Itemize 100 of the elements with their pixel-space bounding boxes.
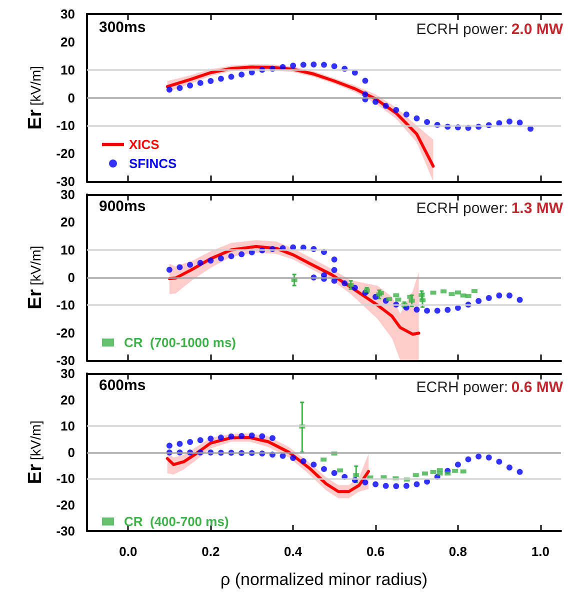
point (197, 260, 204, 266)
point (321, 466, 327, 472)
x-axis-title: ρ (normalized minor radius) (220, 570, 428, 589)
point (434, 308, 440, 314)
x-tick-label: 0.4 (284, 544, 303, 559)
point (290, 455, 296, 462)
point (444, 306, 451, 313)
annotation: 1.3 MW (511, 200, 564, 217)
point (393, 483, 400, 490)
point (372, 98, 379, 105)
point (176, 440, 183, 447)
point (228, 434, 234, 440)
point (372, 481, 379, 488)
point (300, 62, 306, 68)
point (176, 84, 183, 91)
y-tick-label: 20 (60, 392, 75, 408)
legend-label: XICS (129, 137, 160, 152)
point (496, 458, 502, 465)
point (166, 266, 172, 273)
point (218, 434, 224, 441)
y-tick-label: 20 (60, 34, 75, 50)
y-tick-label: -20 (56, 146, 75, 162)
point (476, 453, 482, 460)
legend-label: CR (700-1000 ms) (124, 335, 236, 350)
point (238, 251, 245, 258)
y-tick-label: -20 (56, 325, 75, 340)
point (506, 464, 512, 470)
chart-title: 300ms (99, 19, 146, 36)
y-tick-label: -10 (56, 298, 75, 313)
point (238, 432, 245, 439)
point (331, 470, 338, 476)
y-tick-label: 10 (60, 242, 75, 258)
point (403, 482, 410, 489)
point (516, 468, 523, 475)
point (187, 262, 194, 268)
point (269, 435, 276, 442)
point (516, 120, 523, 126)
x-tick-label: 1.0 (531, 544, 550, 559)
y-tick-label: 0 (68, 90, 75, 106)
point (331, 256, 338, 263)
point (218, 76, 224, 82)
y-axis-title: Er [kV/m] (25, 420, 46, 484)
point (496, 292, 502, 298)
annotation: ECRH power: (416, 200, 508, 217)
point (248, 432, 255, 438)
x-tick-label: 0.6 (366, 544, 385, 559)
point (424, 308, 430, 314)
legend-label: CR (400-700 ms) (124, 514, 229, 529)
y-tick-label: -20 (56, 497, 75, 512)
point (362, 91, 368, 98)
point (393, 107, 400, 114)
chart-title: 600ms (99, 377, 146, 394)
point (228, 253, 234, 260)
point (238, 72, 245, 78)
legend-label: SFINCS (129, 156, 177, 171)
point (362, 479, 368, 486)
point (454, 462, 461, 468)
point (486, 454, 492, 460)
y-tick-label: -30 (56, 524, 75, 538)
x-tick-label: 0.8 (448, 544, 467, 559)
point (166, 86, 172, 93)
point (208, 258, 214, 264)
point (331, 63, 338, 70)
point (259, 433, 266, 440)
point (310, 462, 317, 468)
point (382, 482, 389, 489)
point (218, 255, 224, 262)
point (321, 62, 327, 68)
point (382, 102, 389, 109)
annotation: ECRH power: (416, 21, 508, 38)
y-tick-label: 20 (60, 214, 75, 230)
x-tick-label: 0.2 (202, 544, 220, 559)
point (310, 62, 317, 68)
point (197, 80, 204, 86)
y-tick-label: 30 (60, 366, 75, 381)
point (414, 115, 420, 122)
y-axis-title: Er [kV/m] (25, 66, 46, 130)
point (414, 481, 420, 488)
point (516, 296, 523, 303)
y-tick-label: -10 (56, 118, 75, 134)
point (476, 298, 482, 304)
point (187, 439, 194, 446)
point (403, 112, 410, 118)
point (290, 62, 296, 69)
point (176, 264, 183, 270)
point (362, 78, 368, 84)
point (228, 74, 234, 80)
point (208, 436, 214, 442)
point (208, 78, 214, 84)
chart-title: 900ms (99, 198, 146, 215)
y-tick-label: -30 (56, 353, 75, 368)
y-tick-label: -10 (56, 471, 75, 486)
x-tick-label: 0.0 (119, 544, 138, 559)
point (342, 280, 348, 286)
annotation: 2.0 MW (511, 21, 564, 38)
y-tick-label: 30 (60, 187, 75, 202)
y-axis-title: Er [kV/m] (25, 246, 46, 310)
point (506, 292, 512, 298)
point (166, 442, 172, 449)
point (414, 306, 420, 313)
